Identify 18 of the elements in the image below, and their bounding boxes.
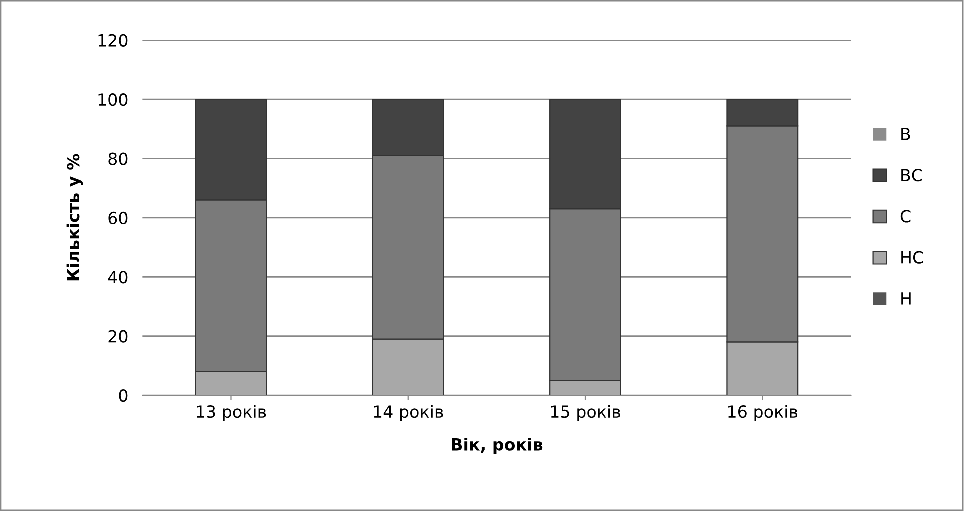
legend-label: Н bbox=[902, 292, 911, 305]
y-tick-label: 40 bbox=[108, 271, 128, 284]
x-tick-label: 16 років bbox=[728, 405, 798, 422]
legend-label: НС bbox=[902, 251, 924, 264]
x-tick-label: 14 років bbox=[374, 405, 444, 422]
y-tick-label: 120 bbox=[98, 34, 128, 47]
x-tick-label: 15 років bbox=[551, 405, 620, 422]
y-tick-label: 80 bbox=[108, 152, 128, 166]
y-tick-label: 60 bbox=[108, 212, 128, 225]
legend-label: ВС bbox=[902, 169, 922, 182]
y-tick-label: 100 bbox=[98, 94, 128, 106]
y-axis-title: Кількість у % bbox=[66, 154, 84, 281]
y-tick-label: 0 bbox=[119, 389, 128, 402]
x-axis-title: Вік, років bbox=[452, 438, 543, 454]
y-tick-label: 20 bbox=[108, 330, 128, 343]
x-tick-label: 13 років bbox=[197, 405, 266, 422]
legend-label: С bbox=[900, 210, 911, 223]
legend-label: В bbox=[902, 128, 910, 140]
